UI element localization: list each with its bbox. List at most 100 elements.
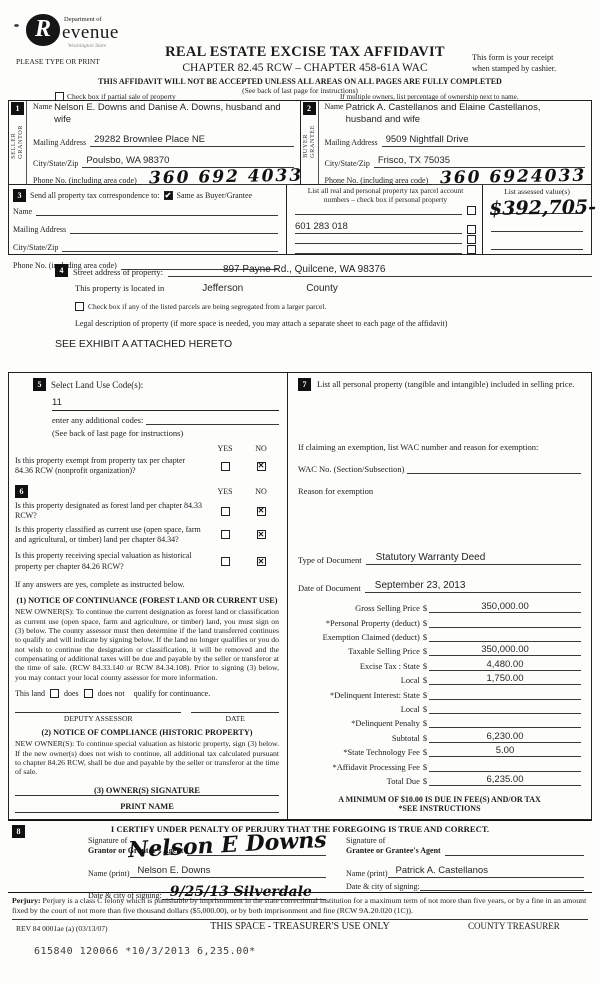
same-as-buyer-label: Same as Buyer/Grantee xyxy=(176,191,253,200)
grantor-date-handwritten: 9/25/13 Silverdale xyxy=(169,884,312,900)
historic-question: Is this property receiving special valua… xyxy=(15,551,192,571)
fee-value: 1,750.00 xyxy=(429,673,581,686)
dollar-sign: $ xyxy=(422,676,427,686)
section5-number: 5 xyxy=(33,378,46,391)
exemption-label: If claiming an exemption, list WAC numbe… xyxy=(298,442,539,453)
nonprofit-yes-checkbox xyxy=(220,461,230,471)
corr-name-label: Name xyxy=(13,207,33,216)
fee-row-taxable: Taxable Selling Price $350,000.00 xyxy=(298,642,581,657)
owners-signature-line xyxy=(15,795,279,797)
current-use-question: Is this property classified as current u… xyxy=(15,524,201,544)
forest-yes-checkbox xyxy=(220,506,230,516)
this-land-row: This land does does not qualify for cont… xyxy=(15,689,279,699)
section7-number: 7 xyxy=(298,378,311,391)
land-use-value: 11 xyxy=(52,397,62,408)
grantee-date-row: Date & city of signing: xyxy=(346,881,584,891)
yes-header: YES xyxy=(217,486,233,496)
parcel-row xyxy=(295,205,476,215)
right-column: 7 List all personal property (tangible a… xyxy=(288,373,591,819)
fee-label: Subtotal xyxy=(391,733,420,743)
receipt-note: This form is your receipt when stamped b… xyxy=(472,53,590,74)
fee-value xyxy=(429,626,581,628)
forest-land-question: Is this property designated as forest la… xyxy=(15,500,203,521)
county-value: Jefferson xyxy=(202,283,244,294)
certification-section: 8 I CERTIFY UNDER PENALTY OF PERJURY THA… xyxy=(8,820,592,900)
grantor-signature-label1: Signature of xyxy=(88,836,128,845)
logo-state-text: Washington State xyxy=(68,43,107,49)
tax-correspondence-box: 3 Send all property tax correspondence t… xyxy=(8,185,596,270)
fee-value xyxy=(429,641,581,643)
section3-number: 3 xyxy=(13,189,26,202)
fee-label: Local xyxy=(400,676,420,686)
historic-yes-checkbox xyxy=(220,557,230,567)
fee-value xyxy=(429,698,581,700)
notice-compliance-body: NEW OWNER(S): To continue special valuat… xyxy=(15,739,279,777)
does-label: does xyxy=(64,689,79,699)
located-in-row: This property is located in Jefferson Co… xyxy=(8,283,592,294)
rev-form-number: REV 84 0001ae (a) (03/13/07) xyxy=(16,924,108,933)
dollar-sign: $ xyxy=(422,777,427,786)
reason-for-exemption-label: Reason for exemption xyxy=(298,486,374,497)
grantor-word: GRANTOR xyxy=(17,125,24,159)
grantor-name-row: Name (print) Nelson E. Downs xyxy=(88,859,326,878)
section2-number: 2 xyxy=(302,102,316,115)
buyer-mailing-label: Mailing Address xyxy=(324,137,378,147)
dollar-sign: $ xyxy=(422,661,427,671)
fee-value: 5.00 xyxy=(429,745,581,758)
seller-name-row: Name Nelson E. Downs and Danise A. Downs… xyxy=(33,102,294,126)
fee-value xyxy=(429,713,581,715)
street-address-label: Street address of property: xyxy=(73,267,163,277)
receipt-line1: This form is your receipt xyxy=(472,53,554,62)
fee-row-local: Local $1,750.00 xyxy=(298,671,581,686)
fee-row-technology-fee: *State Technology Fee $5.00 xyxy=(298,743,581,758)
certify-statement: I CERTIFY UNDER PENALTY OF PERJURY THAT … xyxy=(110,824,490,834)
fee-label: Excise Tax : State xyxy=(359,661,420,671)
fee-value: 6,235.00 xyxy=(429,774,581,786)
seller-word: SELLER xyxy=(10,132,17,159)
does-not-label: does not xyxy=(97,689,125,699)
current-use-yes-checkbox xyxy=(220,530,230,540)
seller-buyer-box: 1 SELLER GRANTOR Name Nelson E. Downs an… xyxy=(8,100,592,188)
fee-row-excise-state: Excise Tax : State $4,480.00 xyxy=(298,656,581,671)
revenue-logo-icon: R xyxy=(26,14,60,46)
type-of-document-label: Type of Document xyxy=(298,554,362,565)
street-address-row: 4 Street address of property: 897 Payne … xyxy=(8,258,592,277)
county-treasurer-label: COUNTY TREASURER xyxy=(468,921,560,931)
fee-label: *State Technology Fee xyxy=(343,748,420,758)
personal-property-checkbox xyxy=(467,205,476,215)
minimum-fee-note: A MINIMUM OF $10.00 IS DUE IN FEE(S) AND… xyxy=(338,795,541,804)
fee-label: *Affidavit Processing Fee xyxy=(332,762,420,772)
seller-strip: 1 SELLER GRANTOR xyxy=(9,101,27,184)
parcel-row xyxy=(295,234,476,244)
does-not-checkbox xyxy=(83,689,93,699)
grantor-date-row: Date & city of signing: 9/25/13 Silverda… xyxy=(88,881,326,900)
fee-value: 6,230.00 xyxy=(429,731,581,743)
segregated-label: Check box if any of the listed parcels a… xyxy=(88,302,327,311)
seller-mailing-value: 29282 Brownlee Place NE xyxy=(94,133,206,145)
parcel-value: 601 283 018 xyxy=(295,220,348,232)
parcel-header: List all real and personal property tax … xyxy=(295,186,476,205)
logo-revenue-text: evenue xyxy=(62,22,119,43)
partial-sale-label: Check box if partial sale of property xyxy=(67,92,176,101)
grantee-word: GRANTEE xyxy=(308,125,316,158)
date-of-document-label: Date of Document xyxy=(298,582,361,593)
current-use-question-row: Is this property classified as current u… xyxy=(15,525,279,546)
seller-city-value: Poulsbo, WA 98370 xyxy=(86,154,170,166)
dollar-sign: $ xyxy=(422,690,427,700)
same-as-buyer-checkbox: ✔ xyxy=(163,190,173,200)
personal-property-checkbox xyxy=(467,244,476,254)
nonprofit-question: Is this property exempt from property ta… xyxy=(15,456,186,476)
street-address-value: 897 Payne Rd., Quilcene, WA 98376 xyxy=(222,264,386,275)
dollar-sign: $ xyxy=(422,762,427,772)
perjury-bold: Perjury: xyxy=(12,896,41,905)
print-name-line xyxy=(15,811,279,813)
buyer-strip: 2 BUYER GRANTEE xyxy=(301,101,319,184)
buyer-word: BUYER xyxy=(301,134,309,158)
corr-city-row: City/State/Zip xyxy=(13,241,278,252)
personal-property-header: 7 List all personal property (tangible a… xyxy=(298,378,581,391)
forest-land-question-row: Is this property designated as forest la… xyxy=(15,501,279,522)
personal-property-checkbox xyxy=(467,224,476,234)
deputy-assessor-label: DEPUTY ASSESSOR xyxy=(15,712,182,723)
fee-label: Local xyxy=(400,705,420,715)
form-title: REAL ESTATE EXCISE TAX AFFIDAVIT xyxy=(165,44,445,60)
